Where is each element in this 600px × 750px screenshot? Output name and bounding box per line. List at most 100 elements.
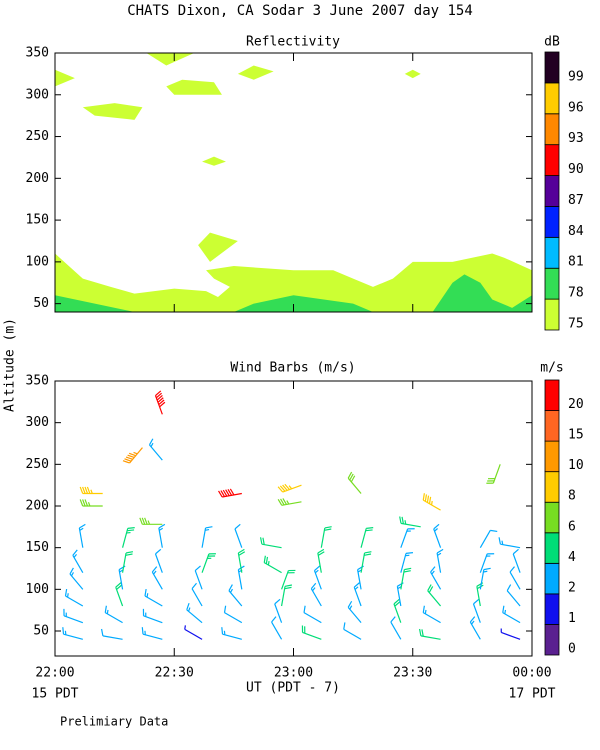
contour-region — [166, 79, 222, 95]
wind-barb — [194, 565, 203, 590]
barb-feather — [141, 627, 144, 635]
barb-staff — [129, 447, 143, 464]
barb-feather — [106, 609, 109, 614]
barb-feather — [229, 588, 233, 593]
contour-region — [82, 103, 143, 120]
colorbar-tick-label: 10 — [568, 458, 584, 473]
barb-feather — [79, 527, 84, 531]
barb-staff — [115, 587, 124, 607]
contour-region — [202, 156, 226, 166]
barb-feather — [128, 452, 136, 457]
barb-feather — [282, 484, 288, 491]
barb-feather — [317, 548, 325, 554]
wind-barb — [154, 390, 166, 415]
y-tick-label: 150 — [26, 540, 49, 555]
barb-staff — [501, 631, 521, 640]
barb-feather — [238, 551, 246, 556]
y-tick-label: 350 — [26, 46, 49, 61]
contour-region — [404, 69, 421, 79]
colorbar-tick-label: 20 — [568, 397, 584, 412]
colorbar-label: m/s — [540, 361, 563, 376]
barb-feather — [277, 486, 284, 493]
barb-feather — [100, 628, 104, 636]
barb-feather — [87, 502, 91, 507]
x-start-note: 15 PDT — [32, 687, 79, 702]
barb-staff — [234, 528, 243, 548]
wind-barb — [347, 600, 362, 624]
plot-frame — [54, 380, 533, 657]
y-tick-label: 50 — [33, 624, 49, 639]
barb-feather — [186, 603, 190, 611]
colorbar-box — [544, 562, 560, 595]
barb-staff — [271, 621, 283, 640]
barb-feather — [433, 523, 440, 530]
barb-staff — [184, 628, 203, 640]
barb-feather — [127, 454, 135, 459]
barb-feather — [156, 395, 163, 401]
wind-barb — [237, 548, 246, 573]
barb-staff — [78, 527, 84, 548]
wind-barb — [353, 582, 362, 607]
barb-feather — [225, 489, 230, 497]
barb-feather — [127, 529, 135, 532]
colorbar-box — [544, 298, 560, 331]
barb-feather — [194, 565, 201, 571]
contour-region — [55, 295, 135, 312]
y-tick-label: 300 — [26, 87, 49, 102]
barb-staff — [353, 587, 362, 607]
wind-barb — [277, 483, 302, 493]
colorbar-box — [544, 532, 560, 564]
barb-feather — [483, 570, 488, 573]
barb-feather — [86, 486, 91, 494]
barb-staff — [310, 588, 322, 607]
barb-feather — [220, 490, 226, 497]
barb-feather — [79, 523, 86, 529]
barb-feather — [364, 553, 372, 556]
barb-feather — [483, 567, 491, 571]
barb-staff — [500, 543, 521, 549]
wind-barb — [310, 582, 322, 607]
colorbar-box — [544, 379, 560, 411]
barb-feather — [188, 607, 191, 612]
barb-staff — [422, 612, 441, 624]
barb-staff — [479, 553, 488, 573]
wind-barb — [512, 548, 521, 573]
x-tick-label: 22:30 — [155, 666, 194, 681]
wind-barb — [301, 625, 322, 640]
barb-staff — [63, 615, 84, 624]
barb-staff — [479, 569, 485, 590]
barb-staff — [506, 590, 521, 607]
wind-barb — [72, 549, 84, 573]
colorbar-tick-label: 90 — [568, 162, 584, 177]
barb-staff — [393, 603, 402, 623]
barb-feather — [403, 570, 411, 573]
y-tick-label: 100 — [26, 254, 49, 269]
barb-feather — [426, 495, 430, 503]
barb-staff — [360, 552, 366, 573]
barb-staff — [121, 528, 129, 548]
wind-barb — [476, 582, 484, 607]
colorbar-tick-label: 6 — [568, 519, 576, 534]
barb-feather — [349, 473, 354, 481]
barb-staff — [320, 527, 326, 548]
barb-staff — [102, 635, 123, 640]
wind-barb — [259, 537, 282, 549]
wind-barb — [191, 582, 203, 607]
wind-barb — [121, 527, 135, 548]
panel-title: Wind Barbs (m/s) — [230, 361, 355, 376]
barb-feather — [504, 609, 507, 614]
barb-feather — [288, 485, 293, 490]
barb-staff — [492, 464, 501, 484]
barb-staff — [479, 530, 491, 548]
wind-barb — [228, 584, 243, 607]
wind-barb — [62, 627, 83, 640]
y-tick-label: 200 — [26, 499, 49, 514]
wind-barb — [390, 616, 402, 640]
barb-staff — [191, 588, 203, 607]
colorbar-tick-label: 81 — [568, 255, 584, 270]
barb-staff — [433, 528, 442, 548]
barb-feather — [430, 566, 436, 573]
x-axis-label: UT (PDT - 7) — [246, 681, 340, 696]
barb-feather — [64, 588, 68, 597]
